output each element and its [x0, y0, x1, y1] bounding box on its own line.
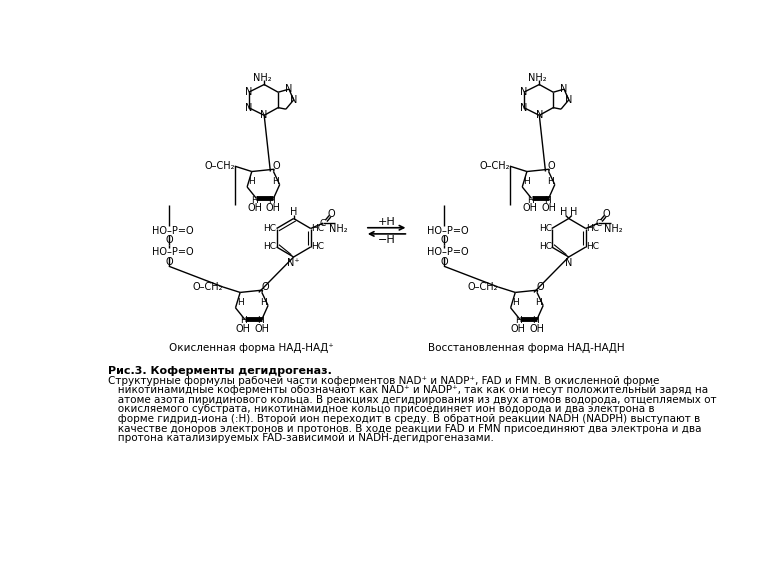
- Text: C: C: [320, 219, 326, 228]
- Text: HC: HC: [311, 242, 323, 252]
- Text: HO–P=O: HO–P=O: [152, 226, 194, 236]
- Text: H: H: [544, 195, 551, 204]
- Text: HO–P=O: HO–P=O: [152, 247, 194, 257]
- Text: HC: HC: [263, 242, 276, 252]
- Text: N⁺: N⁺: [287, 258, 300, 268]
- Text: NH₂: NH₂: [604, 224, 623, 234]
- Text: окисляемого субстрата, никотинамидное кольцо присоединяет ион водорода и два эле: окисляемого субстрата, никотинамидное ко…: [108, 404, 654, 415]
- Text: N: N: [561, 84, 568, 94]
- Text: H: H: [524, 177, 530, 186]
- Text: H: H: [248, 177, 255, 186]
- Text: O–CH₂: O–CH₂: [193, 282, 223, 292]
- Text: O–CH₂: O–CH₂: [479, 161, 510, 171]
- Text: O: O: [165, 235, 173, 245]
- Text: −H: −H: [378, 235, 396, 245]
- Text: H: H: [269, 195, 275, 204]
- Text: O: O: [273, 161, 280, 171]
- Text: H: H: [257, 316, 263, 325]
- Text: HO–P=O: HO–P=O: [427, 247, 468, 257]
- Text: H: H: [535, 298, 542, 307]
- Text: качестве доноров электронов и протонов. В ходе реакции FAD и FMN присоединяют дв: качестве доноров электронов и протонов. …: [108, 424, 701, 434]
- Text: H: H: [237, 298, 243, 307]
- Text: O: O: [440, 257, 448, 267]
- Text: HO–P=O: HO–P=O: [427, 226, 468, 236]
- Text: N: N: [260, 111, 268, 120]
- Text: HC: HC: [311, 224, 323, 233]
- Text: HC: HC: [586, 242, 599, 252]
- Text: O–CH₂: O–CH₂: [204, 161, 235, 171]
- Text: H: H: [512, 298, 518, 307]
- Text: HC: HC: [586, 224, 599, 233]
- Text: +H: +H: [378, 217, 396, 226]
- Text: H: H: [272, 177, 278, 186]
- Text: H: H: [240, 316, 247, 325]
- Text: N: N: [565, 95, 572, 105]
- Text: NH₂: NH₂: [253, 73, 272, 84]
- Text: H: H: [515, 316, 521, 325]
- Text: N: N: [535, 111, 543, 120]
- Text: O: O: [165, 257, 173, 267]
- Text: O: O: [327, 209, 335, 219]
- Text: C: C: [595, 219, 601, 228]
- Text: N: N: [245, 87, 253, 97]
- Text: N: N: [565, 258, 572, 268]
- Text: H: H: [547, 177, 554, 186]
- Text: N: N: [520, 87, 528, 97]
- Text: O: O: [261, 282, 269, 292]
- Text: OH: OH: [254, 324, 270, 334]
- Text: H: H: [561, 207, 568, 217]
- Text: H: H: [527, 195, 533, 204]
- Text: HC: HC: [538, 224, 551, 233]
- Text: H: H: [290, 207, 297, 217]
- Text: атоме азота пиридинового кольца. В реакциях дегидрирования из двух атомов водоро: атоме азота пиридинового кольца. В реакц…: [108, 395, 716, 405]
- Text: OH: OH: [266, 203, 281, 213]
- Text: OH: OH: [529, 324, 545, 334]
- Text: OH: OH: [247, 203, 263, 213]
- Text: O–CH₂: O–CH₂: [468, 282, 498, 292]
- Text: HC: HC: [538, 242, 551, 252]
- Text: N: N: [285, 84, 293, 94]
- Text: H: H: [251, 195, 258, 204]
- Text: Восстановленная форма НАД-НАДН: Восстановленная форма НАД-НАДН: [428, 343, 624, 353]
- Text: O: O: [536, 282, 544, 292]
- Text: форме гидрид-иона (:H). Второй ион переходит в среду. В обратной реакции NADH (N: форме гидрид-иона (:H). Второй ион перех…: [108, 414, 700, 424]
- Text: HC: HC: [263, 224, 276, 233]
- Text: N: N: [290, 95, 297, 105]
- Text: OH: OH: [236, 324, 250, 334]
- Text: OH: OH: [511, 324, 526, 334]
- Text: O: O: [602, 209, 610, 219]
- Text: N: N: [245, 103, 253, 113]
- Text: протона катализируемых FAD-зависимой и NADH-дегидрогеназами.: протона катализируемых FAD-зависимой и N…: [108, 433, 494, 444]
- Text: NH₂: NH₂: [329, 224, 348, 234]
- Text: NH₂: NH₂: [528, 73, 547, 84]
- Text: OH: OH: [541, 203, 556, 213]
- Text: OH: OH: [522, 203, 538, 213]
- Text: Рис.3. Коферменты дегидрогеназ.: Рис.3. Коферменты дегидрогеназ.: [108, 366, 332, 376]
- Text: N: N: [520, 103, 528, 113]
- Text: H: H: [570, 207, 577, 217]
- Text: H: H: [532, 316, 539, 325]
- Text: Структурные формулы рабочей части коферментов NAD⁺ и NADP⁺, FAD и FMN. В окислен: Структурные формулы рабочей части коферм…: [108, 376, 659, 385]
- Text: H: H: [260, 298, 266, 307]
- Text: Окисленная форма НАД-НАД⁺: Окисленная форма НАД-НАД⁺: [169, 343, 333, 353]
- Text: O: O: [440, 235, 448, 245]
- Text: никотинамидные коферменты обозначают как NAD⁺ и NADP⁺, так как они несут положит: никотинамидные коферменты обозначают как…: [108, 385, 708, 395]
- Text: O: O: [548, 161, 555, 171]
